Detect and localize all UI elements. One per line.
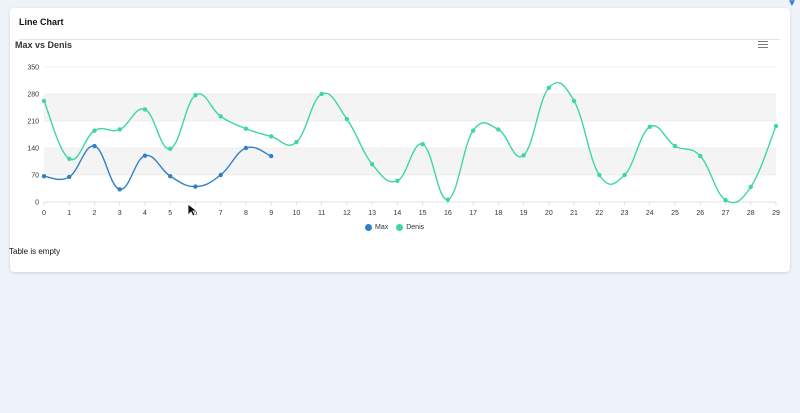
data-point-max[interactable] (168, 173, 173, 179)
x-tick-label: 25 (671, 210, 679, 217)
data-point-denis[interactable] (445, 197, 451, 202)
data-point-denis[interactable] (521, 153, 526, 158)
data-point-max[interactable] (268, 153, 274, 159)
x-tick-label: 12 (343, 210, 351, 217)
data-point-max[interactable] (218, 172, 223, 178)
data-point-denis[interactable] (748, 184, 753, 190)
legend-item-max[interactable]: Max (365, 224, 388, 231)
legend-label-max: Max (375, 224, 389, 231)
data-point-max[interactable] (67, 174, 72, 180)
x-tick-label: 1 (67, 210, 71, 217)
x-tick-label: 5 (168, 210, 172, 217)
x-tick-label: 20 (545, 210, 553, 217)
data-point-denis[interactable] (546, 85, 552, 91)
x-tick-label: 10 (293, 210, 301, 217)
x-tick-label: 21 (570, 210, 578, 217)
x-tick-label: 9 (269, 210, 273, 217)
x-tick-label: 15 (419, 210, 427, 217)
y-tick-label: 70 (31, 173, 39, 180)
card-divider (19, 39, 780, 40)
x-tick-label: 27 (722, 210, 730, 217)
x-tick-label: 17 (469, 210, 477, 217)
x-tick-label: 29 (772, 210, 780, 217)
x-tick-label: 13 (368, 210, 376, 217)
data-point-max[interactable] (243, 145, 249, 151)
x-tick-label: 6 (193, 210, 197, 217)
data-point-denis[interactable] (92, 128, 97, 133)
mouse-cursor-icon (187, 203, 197, 217)
series-line-max (43, 145, 272, 190)
x-tick-label: 24 (646, 210, 654, 217)
card-title: Line Chart (19, 17, 64, 27)
data-point-denis[interactable] (647, 124, 652, 129)
data-point-denis[interactable] (698, 153, 703, 159)
x-tick-label: 28 (747, 210, 755, 217)
x-tick-label: 3 (118, 210, 122, 217)
y-tick-label: 140 (27, 146, 39, 153)
x-tick-label: 18 (494, 210, 502, 217)
data-point-denis[interactable] (571, 98, 577, 104)
x-tick-label: 26 (696, 210, 704, 217)
x-tick-label: 7 (219, 210, 223, 217)
x-tick-label: 23 (621, 210, 629, 217)
y-tick-label: 210 (27, 119, 39, 126)
chart-legend: Max Denis (365, 224, 424, 231)
data-point-denis[interactable] (319, 91, 324, 97)
grid-band (44, 148, 776, 175)
data-point-denis[interactable] (294, 140, 299, 145)
legend-marker-denis (396, 224, 404, 231)
x-tick-label: 2 (93, 210, 97, 217)
data-point-denis[interactable] (168, 146, 173, 151)
x-tick-label: 14 (393, 210, 401, 217)
data-point-denis[interactable] (67, 156, 72, 161)
data-point-max[interactable] (92, 143, 97, 149)
legend-marker-max (365, 224, 372, 231)
data-point-denis[interactable] (41, 98, 47, 104)
data-point-denis[interactable] (723, 197, 728, 203)
data-point-denis[interactable] (672, 143, 678, 149)
data-point-max[interactable] (117, 187, 122, 192)
data-point-denis[interactable] (218, 114, 223, 119)
data-point-denis[interactable] (243, 126, 249, 131)
data-point-denis[interactable] (470, 128, 476, 133)
x-tick-label: 8 (244, 210, 248, 217)
table-empty-message: Table is empty (9, 247, 61, 256)
data-point-denis[interactable] (773, 123, 779, 129)
data-point-denis[interactable] (597, 172, 602, 178)
y-tick-label: 350 (27, 65, 39, 72)
x-tick-label: 16 (444, 210, 452, 217)
legend-item-denis[interactable]: Denis (396, 224, 424, 231)
data-point-denis[interactable] (142, 107, 148, 112)
y-tick-label: 0 (35, 200, 39, 207)
x-tick-label: 22 (595, 210, 603, 217)
x-tick-label: 11 (318, 210, 325, 217)
legend-label-denis: Denis (406, 224, 425, 231)
data-point-denis[interactable] (395, 178, 400, 183)
x-tick-label: 4 (143, 210, 147, 217)
x-tick-label: 0 (42, 210, 46, 217)
y-tick-label: 280 (27, 92, 39, 99)
data-point-denis[interactable] (268, 134, 274, 139)
data-point-denis[interactable] (344, 116, 350, 122)
data-point-denis[interactable] (117, 127, 122, 132)
data-point-denis[interactable] (622, 172, 627, 178)
x-tick-label: 19 (520, 210, 528, 217)
data-point-max[interactable] (41, 173, 47, 179)
data-point-denis[interactable] (496, 127, 501, 132)
chart-title: Max vs Denis (15, 40, 73, 50)
hamburger-menu-icon[interactable] (758, 41, 768, 50)
data-point-denis[interactable] (193, 92, 198, 98)
grid-band (44, 94, 776, 121)
chevron-down-icon[interactable]: ▼ (787, 0, 797, 9)
data-point-denis[interactable] (420, 141, 425, 147)
data-point-max[interactable] (193, 184, 198, 189)
data-point-max[interactable] (142, 153, 148, 158)
data-point-denis[interactable] (369, 162, 375, 167)
